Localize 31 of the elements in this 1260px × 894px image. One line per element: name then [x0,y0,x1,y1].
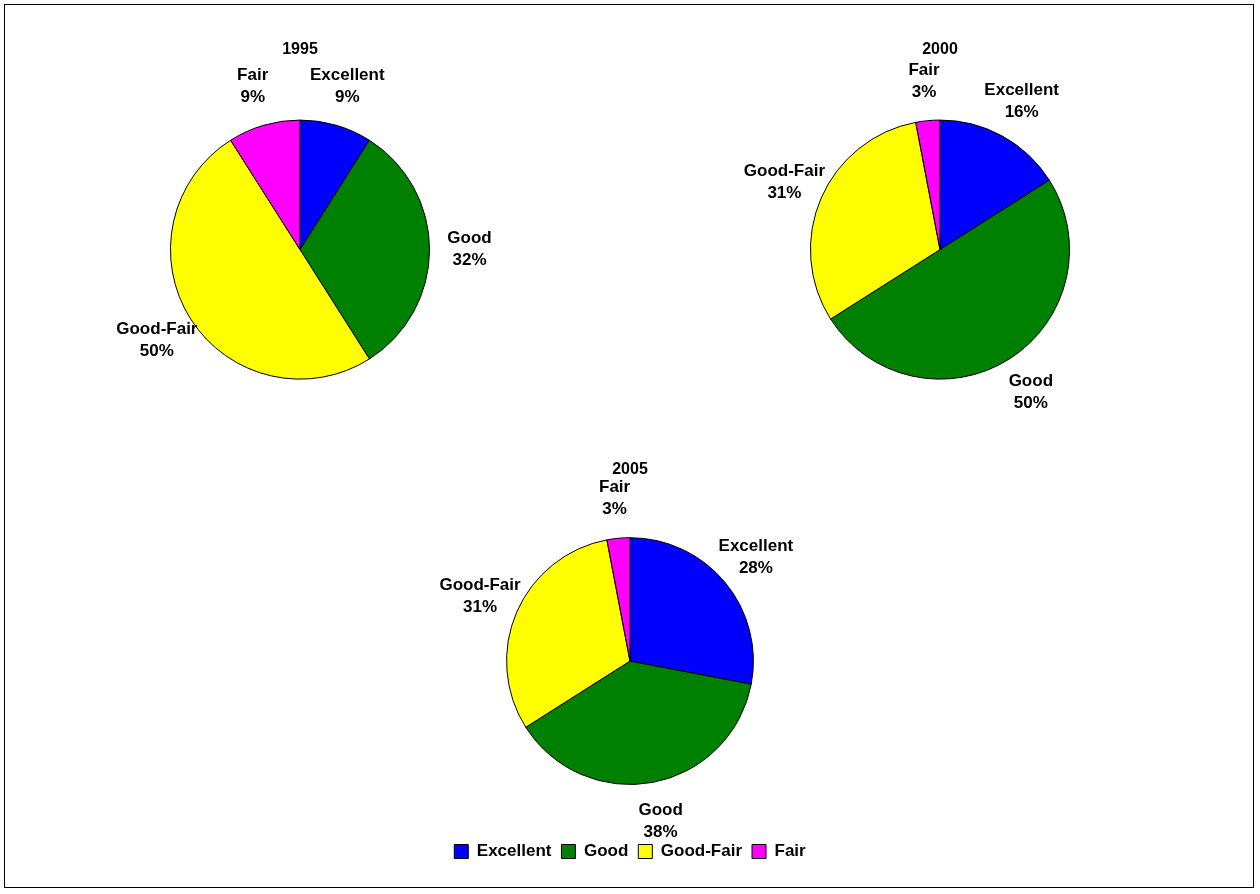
data-label: 31% [463,596,498,616]
legend-label: Good [583,841,629,861]
legend-label: Fair [774,841,807,861]
slice-label: Excellent [718,535,794,555]
slice-label: Excellent [984,79,1060,99]
slice-label: Good-Fair [116,319,198,339]
legend-label: Good-Fair [660,841,743,861]
chart-title: 2000 [922,40,958,58]
slice-label: Fair [599,477,631,497]
slice-label: Good-Fair [743,160,826,180]
chart-title: 2005 [612,460,648,478]
data-label: 28% [738,557,773,577]
data-label: 16% [1004,101,1039,121]
slice-label: Excellent [309,65,385,85]
data-label: 31% [767,182,802,202]
data-label: 50% [139,341,174,361]
slice-label: Good [638,800,683,820]
slice-label: Fair [908,59,941,79]
data-label: 9% [240,87,265,107]
data-label: 32% [452,250,487,270]
data-label: 50% [1013,393,1048,413]
legend-label: Excellent [476,841,552,861]
slice-label: Fair [237,65,269,85]
data-label: 3% [602,499,627,519]
slice-label: Good [447,228,492,248]
slice-label: Good-Fair [439,574,522,594]
data-label: 3% [911,81,937,101]
data-label: 9% [335,87,360,107]
data-label: 38% [643,822,678,842]
chart-title: 1995 [282,40,318,58]
slice-label: Good [1008,371,1054,391]
